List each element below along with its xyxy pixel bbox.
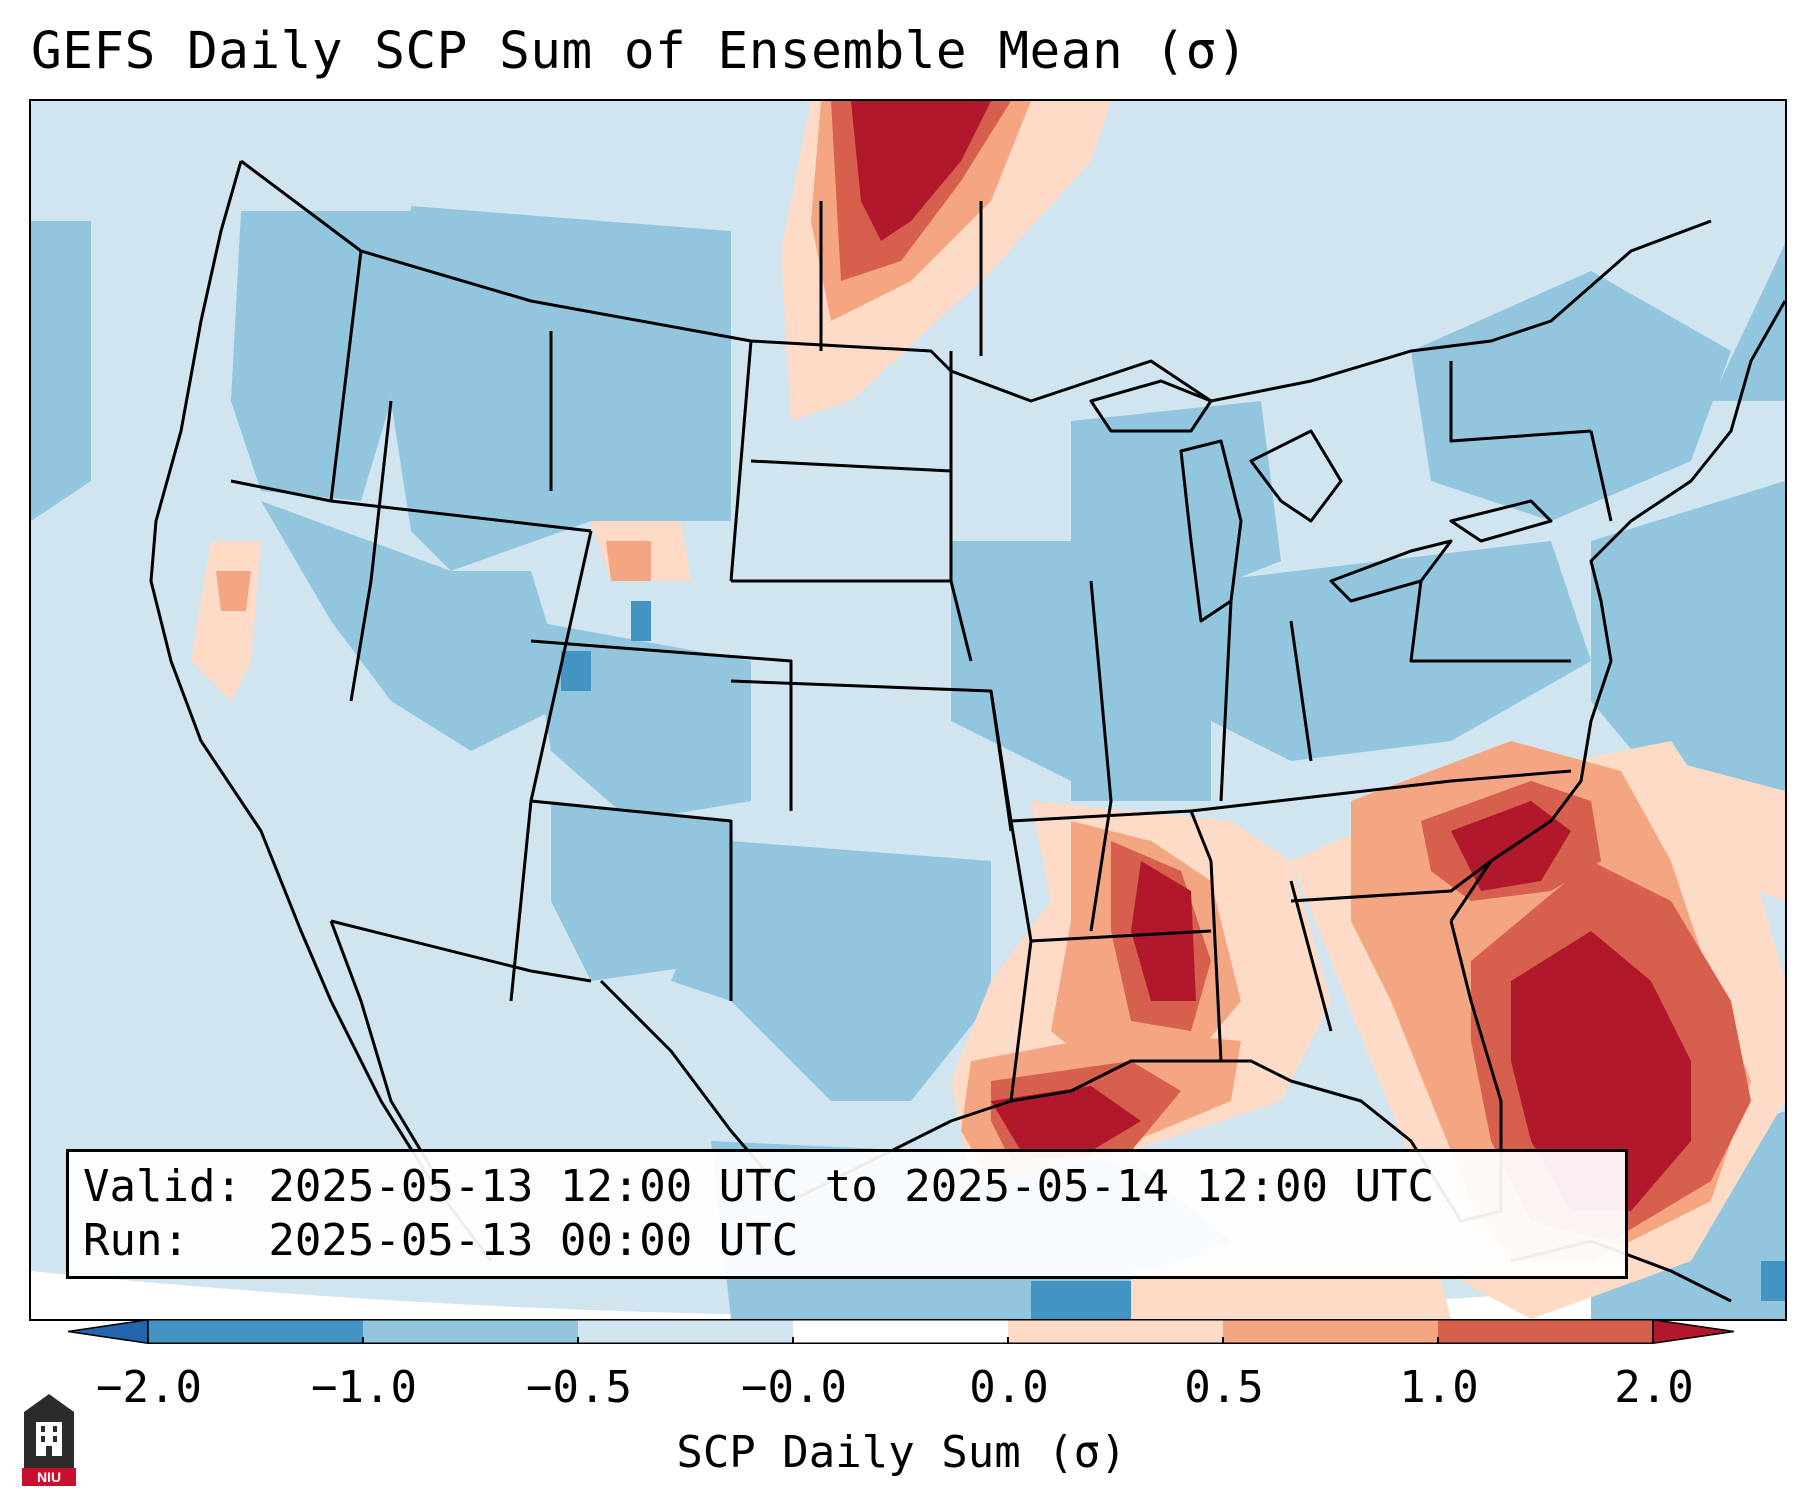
valid-time-text: Valid: 2025-05-13 12:00 UTC to 2025-05-1… [83,1161,1435,1212]
colorbar-tick-label: 1.0 [1399,1362,1479,1413]
colorbar [68,1319,1734,1344]
extreme-areas [851,101,1691,1211]
colorbar-tick-label: 2.0 [1614,1362,1694,1413]
colorbar-segments [68,1319,1734,1344]
map-canvas [31,101,1785,1319]
colorbar-ticks [147,1337,1654,1344]
colorbar-tick-label: −0.5 [526,1362,632,1413]
run-time-text: Run: 2025-05-13 00:00 UTC [83,1215,799,1266]
colorbar-extend-low [68,1319,149,1344]
niu-logo-text: NIU [37,1469,61,1485]
colorbar-label: SCP Daily Sum (σ) [676,1427,1127,1478]
colorbar-segment [793,1319,1009,1344]
colorbar-tick-label: 0.0 [969,1362,1049,1413]
colorbar-tick-label: −2.0 [96,1362,202,1413]
chart-title: GEFS Daily SCP Sum of Ensemble Mean (σ) [31,22,1248,81]
colorbar-segment [1438,1319,1654,1344]
colorbar-tick-label: −1.0 [311,1362,417,1413]
colorbar-tick-label: 0.5 [1184,1362,1264,1413]
colorbar-tick-label: −0.0 [741,1362,847,1413]
colorbar-outline [147,1319,1654,1344]
colorbar-segment [363,1319,579,1344]
colorbar-segment [1223,1319,1439,1344]
validity-info-box: Valid: 2025-05-13 12:00 UTC to 2025-05-1… [66,1149,1628,1279]
map-panel [29,99,1787,1321]
niu-logo: NIU [22,1394,76,1486]
colorbar-extend-high [1652,1319,1734,1344]
colorbar-segment [1008,1319,1224,1344]
colorbar-segment [578,1319,794,1344]
colorbar-segment [148,1319,364,1344]
